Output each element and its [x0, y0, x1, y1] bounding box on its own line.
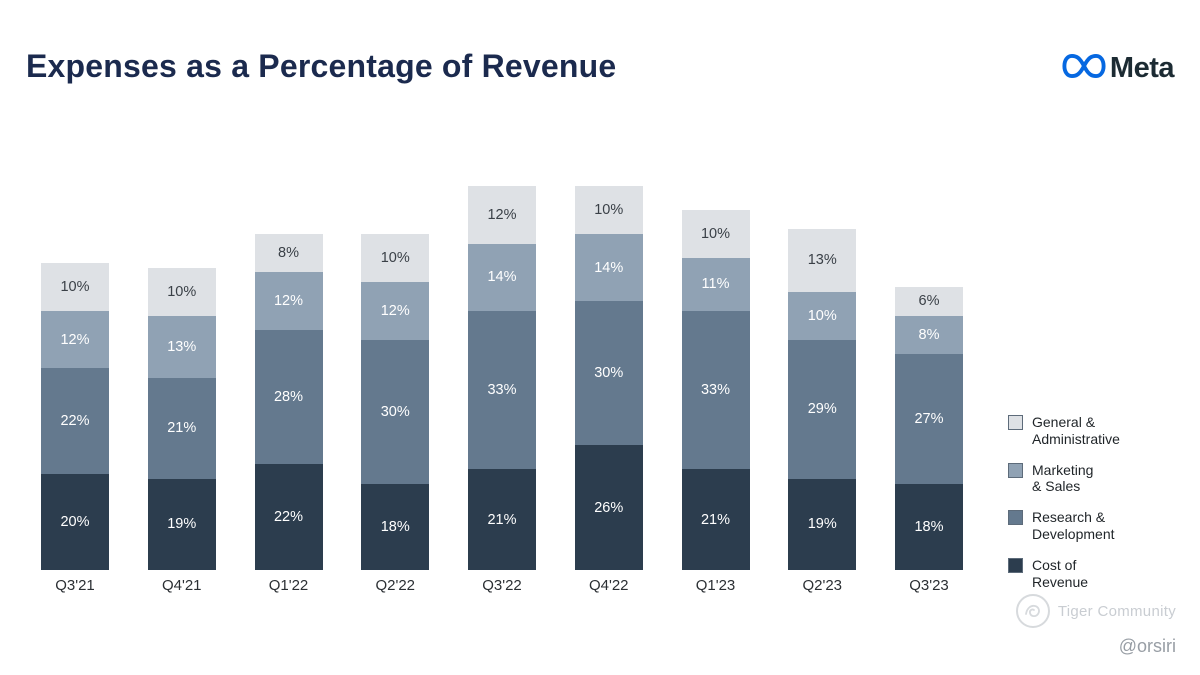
bar-segment: 26% [574, 445, 643, 570]
watermark-community-name: Tiger Community [1057, 602, 1176, 620]
stacked-bar-q223: 13% 10% 29% 19% [788, 229, 857, 570]
stacked-bar-q421: 10% 13% 21% 19% [147, 267, 216, 570]
bar-segment: 10% [361, 234, 430, 283]
bar-segment: 12% [254, 272, 323, 331]
legend-label: Research & Development [1032, 509, 1115, 542]
meta-infinity-icon [1062, 52, 1106, 85]
bar-segment: 21% [681, 469, 750, 570]
stacked-bar-q122: 8% 12% 28% 22% [254, 234, 323, 570]
stacked-bar-q321: 10% 12% 22% 20% [41, 262, 109, 570]
bar-segment: 21% [147, 378, 216, 479]
meta-wordmark: Meta [1109, 52, 1175, 84]
chart-legend: General & Administrative Marketing & Sal… [1008, 414, 1188, 604]
legend-item-research-development: Research & Development [1008, 509, 1188, 543]
bar-segment: 8% [895, 315, 963, 355]
bar-segment: 21% [468, 469, 536, 570]
bar-segment: 10% [147, 267, 216, 316]
stacked-bar-q323: 6% 8% 27% 18% [895, 286, 963, 570]
legend-swatch [1008, 557, 1023, 573]
stacked-bar-q222: 10% 12% 30% 18% [361, 234, 430, 570]
bar-segment: 27% [895, 354, 963, 484]
bar-segment: 10% [788, 291, 857, 340]
x-axis-label: Q3'22 [482, 577, 522, 594]
meta-logo: Meta [1062, 52, 1175, 85]
stacked-bar-q422: 10% 14% 30% 26% [574, 186, 643, 570]
bar-segment: 11% [681, 258, 750, 311]
x-axis-label: Q3'21 [55, 577, 95, 594]
legend-label: General & Administrative [1032, 414, 1120, 447]
x-axis-label: Q4'22 [588, 577, 629, 594]
bar-segment: 18% [895, 483, 963, 570]
bar-segment: 30% [574, 301, 643, 446]
watermark-handle: @orsiri [1118, 636, 1176, 656]
legend-label: Cost of Revenue [1032, 556, 1089, 590]
x-axis-label: Q2'23 [802, 577, 843, 594]
x-axis: Q3'21 Q4'21 Q1'22 Q2'22 Q3'22 Q4'22 Q1'23 Q2'23… [41, 577, 963, 594]
bar-segment: 13% [788, 229, 857, 292]
bar-segment: 19% [788, 478, 857, 570]
watermark: Tiger Community @orsiri [1015, 594, 1176, 657]
x-axis-label: Q1'23 [695, 577, 736, 594]
legend-item-cost-of-revenue: Cost of Revenue [1008, 557, 1188, 591]
bar-segment: 6% [895, 286, 963, 316]
bar-segment: 10% [574, 186, 643, 235]
legend-swatch [1008, 415, 1023, 430]
bar-segment: 12% [41, 310, 109, 369]
tiger-community-logo-icon [1015, 594, 1050, 628]
bar-segment: 22% [41, 368, 109, 474]
page-title: Expenses as a Percentage of Revenue [26, 48, 617, 84]
stacked-bar-q322: 12% 14% 33% 21% [468, 186, 536, 570]
stacked-bar-q123: 10% 11% 33% 21% [681, 210, 750, 570]
legend-item-general-administrative: General & Administrative [1008, 414, 1188, 448]
bar-segment: 14% [468, 243, 536, 311]
bar-segment: 22% [254, 464, 323, 570]
bar-segment: 14% [574, 234, 643, 302]
bar-segment: 12% [361, 282, 430, 340]
bar-segment: 19% [147, 478, 216, 570]
bar-segment: 18% [361, 483, 430, 570]
legend-label: Marketing & Sales [1032, 461, 1094, 495]
x-axis-label: Q1'22 [268, 577, 309, 594]
bar-segment: 28% [254, 330, 323, 465]
bar-segment: 10% [41, 262, 109, 311]
bar-segment: 20% [41, 474, 109, 570]
bar-segment: 12% [468, 186, 536, 244]
bar-segment: 33% [681, 310, 750, 470]
x-axis-label: Q3'23 [909, 577, 949, 594]
legend-swatch [1008, 462, 1023, 478]
bar-segment: 30% [361, 339, 430, 484]
bar-segment: 33% [468, 310, 536, 470]
x-axis-label: Q4'21 [161, 577, 202, 594]
bar-segment: 10% [681, 210, 750, 259]
bar-segment: 29% [788, 339, 857, 479]
bar-segment: 8% [254, 234, 323, 273]
x-axis-label: Q2'22 [375, 577, 416, 594]
bar-segment: 13% [147, 315, 216, 379]
legend-item-marketing-sales: Marketing & Sales [1008, 462, 1188, 496]
legend-swatch [1008, 510, 1023, 526]
expenses-stacked-bar-chart: 10% 12% 22% 20% 10% 13% 21% 19% 8% 12% 28% 22% 10% 12… [41, 186, 963, 570]
